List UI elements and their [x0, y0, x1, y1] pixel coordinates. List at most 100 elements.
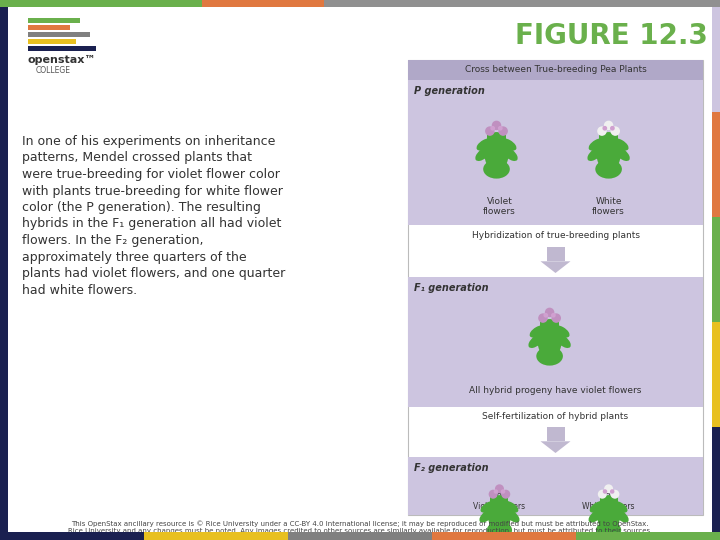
Circle shape — [485, 126, 495, 136]
Circle shape — [539, 313, 548, 323]
Ellipse shape — [480, 509, 495, 523]
Circle shape — [611, 126, 620, 136]
Bar — [408, 60, 703, 80]
Text: Cross between True-breeding Pea Plants: Cross between True-breeding Pea Plants — [464, 65, 647, 75]
Bar — [712, 112, 720, 217]
Ellipse shape — [590, 501, 606, 513]
Bar — [490, 496, 508, 530]
Circle shape — [501, 490, 510, 499]
Text: White
flowers: White flowers — [593, 197, 625, 217]
Bar — [712, 7, 720, 112]
Bar — [144, 532, 288, 540]
Bar — [408, 457, 703, 515]
Bar — [546, 247, 564, 261]
Ellipse shape — [477, 138, 494, 151]
Ellipse shape — [611, 138, 629, 151]
Ellipse shape — [596, 132, 621, 172]
Ellipse shape — [555, 334, 571, 348]
Bar — [599, 133, 618, 169]
Bar — [0, 0, 202, 7]
Text: P generation: P generation — [414, 86, 485, 96]
Circle shape — [490, 126, 495, 131]
Circle shape — [498, 126, 503, 131]
Ellipse shape — [613, 509, 629, 523]
Text: Hybridization of true-breeding plants: Hybridization of true-breeding plants — [472, 231, 639, 240]
Circle shape — [551, 313, 556, 318]
Bar — [408, 277, 703, 407]
Circle shape — [492, 120, 501, 130]
Circle shape — [604, 120, 613, 130]
Circle shape — [501, 489, 505, 494]
Bar — [712, 322, 720, 427]
Text: were true-breeding for violet flower color: were true-breeding for violet flower col… — [22, 168, 280, 181]
Text: In one of his experiments on inheritance: In one of his experiments on inheritance — [22, 135, 275, 148]
Circle shape — [598, 490, 607, 499]
Ellipse shape — [588, 509, 603, 523]
Text: plants had violet flowers, and one quarter: plants had violet flowers, and one quart… — [22, 267, 285, 280]
Ellipse shape — [480, 501, 497, 513]
Ellipse shape — [487, 521, 512, 539]
Text: hybrids in the F₁ generation all had violet: hybrids in the F₁ generation all had vio… — [22, 218, 282, 231]
Ellipse shape — [528, 334, 544, 348]
Circle shape — [597, 126, 607, 136]
Text: All hybrid progeny have violet flowers: All hybrid progeny have violet flowers — [469, 386, 642, 395]
Circle shape — [552, 313, 561, 323]
Bar — [28, 18, 80, 23]
Ellipse shape — [589, 138, 606, 151]
Text: had white flowers.: had white flowers. — [22, 284, 137, 296]
Bar — [324, 0, 720, 7]
Polygon shape — [541, 261, 570, 273]
Text: 705: 705 — [490, 493, 509, 503]
Circle shape — [495, 484, 504, 494]
Ellipse shape — [595, 160, 622, 179]
Bar — [0, 532, 144, 540]
Ellipse shape — [536, 347, 563, 366]
Text: with plants true-breeding for white flower: with plants true-breeding for white flow… — [22, 185, 283, 198]
Text: Violet flowers: Violet flowers — [473, 502, 526, 511]
Ellipse shape — [487, 495, 511, 533]
Ellipse shape — [502, 501, 518, 513]
Ellipse shape — [588, 147, 603, 161]
Bar — [28, 25, 70, 30]
Ellipse shape — [552, 325, 570, 338]
Ellipse shape — [611, 501, 628, 513]
Circle shape — [610, 126, 615, 131]
Text: White flowers: White flowers — [582, 502, 635, 511]
Text: This OpenStax ancillary resource is © Rice University under a CC-BY 4.0 Internat: This OpenStax ancillary resource is © Ri… — [71, 520, 649, 526]
Text: COLLEGE: COLLEGE — [36, 66, 71, 75]
Bar — [288, 532, 432, 540]
Text: F₁ generation: F₁ generation — [414, 283, 489, 293]
Bar — [28, 46, 96, 51]
Bar — [408, 80, 703, 225]
Circle shape — [610, 489, 614, 494]
Bar — [712, 427, 720, 532]
Text: patterns, Mendel crossed plants that: patterns, Mendel crossed plants that — [22, 152, 252, 165]
Circle shape — [544, 313, 548, 318]
Text: F₂ generation: F₂ generation — [414, 463, 489, 473]
Circle shape — [603, 489, 607, 494]
Text: approximately three quarters of the: approximately three quarters of the — [22, 251, 247, 264]
Text: FIGURE 12.3: FIGURE 12.3 — [515, 22, 708, 50]
Bar — [540, 320, 559, 356]
Polygon shape — [541, 441, 570, 453]
Bar — [28, 39, 76, 44]
Ellipse shape — [483, 160, 510, 179]
Text: flowers. In the F₂ generation,: flowers. In the F₂ generation, — [22, 234, 204, 247]
Circle shape — [604, 484, 613, 494]
Circle shape — [545, 308, 554, 317]
Text: openstax™: openstax™ — [28, 55, 96, 65]
Circle shape — [611, 490, 619, 499]
Circle shape — [603, 126, 607, 131]
Text: Rice University and any changes must be noted. Any images credited to other sour: Rice University and any changes must be … — [68, 528, 652, 534]
Text: Self-fertilization of hybrid plants: Self-fertilization of hybrid plants — [482, 412, 629, 421]
Text: Violet
flowers: Violet flowers — [483, 197, 516, 217]
Ellipse shape — [596, 521, 621, 539]
Circle shape — [494, 489, 498, 494]
Ellipse shape — [537, 319, 562, 359]
Circle shape — [498, 126, 508, 136]
Bar — [576, 532, 720, 540]
Bar — [28, 32, 90, 37]
Ellipse shape — [500, 138, 516, 151]
Ellipse shape — [530, 325, 546, 338]
Bar — [600, 496, 618, 530]
